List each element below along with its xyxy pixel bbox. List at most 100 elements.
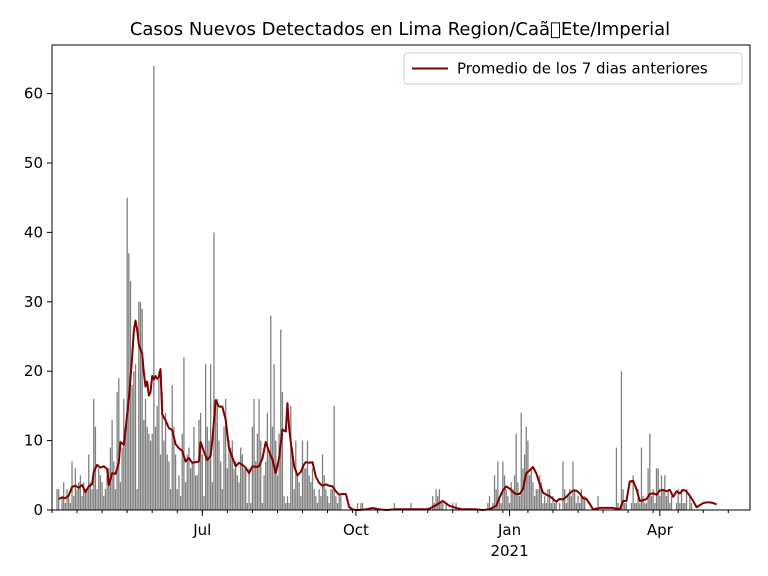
case-bar — [261, 503, 264, 510]
legend-box — [403, 52, 743, 85]
case-bar — [230, 447, 232, 510]
case-bar — [520, 412, 522, 510]
case-bar — [121, 447, 123, 510]
case-bar — [151, 433, 153, 510]
case-bar — [336, 503, 339, 510]
y-tick-label: 0 — [33, 501, 43, 519]
case-bar — [488, 496, 491, 510]
case-bar — [582, 496, 584, 510]
case-bar — [241, 454, 244, 510]
case-bar — [84, 489, 87, 510]
case-bar — [78, 482, 80, 510]
case-bar — [256, 433, 259, 510]
case-bar — [328, 503, 330, 510]
case-bar — [298, 482, 300, 510]
case-bar — [273, 364, 275, 510]
average-line — [58, 319, 717, 511]
case-bar — [156, 405, 158, 510]
case-bar — [233, 468, 235, 510]
case-bar — [171, 385, 173, 510]
case-bar — [565, 503, 567, 510]
case-bar — [101, 482, 103, 510]
case-bar — [525, 426, 527, 510]
case-bar — [677, 489, 679, 510]
case-bar — [675, 503, 678, 510]
y-tick-label: 60 — [24, 85, 43, 103]
case-bar — [625, 503, 628, 510]
case-bar — [199, 412, 202, 510]
case-bar — [91, 489, 93, 510]
case-bar — [305, 468, 307, 510]
case-bar — [266, 412, 269, 510]
case-bar — [131, 385, 133, 510]
case-bar — [303, 468, 305, 510]
case-bar — [667, 489, 669, 510]
case-bar — [645, 503, 648, 510]
case-bar — [206, 426, 208, 510]
case-bar — [231, 440, 233, 510]
case-bar — [129, 280, 132, 510]
case-bar — [340, 496, 342, 510]
case-bar — [240, 447, 242, 510]
case-bar — [624, 503, 626, 510]
case-bar — [497, 461, 499, 510]
case-bar — [223, 426, 225, 510]
case-bar — [111, 419, 113, 510]
case-bar — [225, 398, 227, 510]
case-bar — [116, 392, 118, 510]
x-tick-label: Oct — [343, 521, 369, 539]
case-bar — [318, 489, 320, 510]
case-bar — [99, 475, 102, 510]
y-tick-label: 20 — [24, 362, 43, 380]
case-bar — [214, 398, 217, 510]
case-bar — [203, 496, 205, 510]
case-bar — [548, 489, 551, 510]
case-bar — [650, 496, 653, 510]
case-bar — [487, 503, 489, 510]
chart-title: Casos Nuevos Detectados en Lima Region/C… — [130, 19, 670, 40]
case-bar — [640, 447, 643, 510]
case-bar — [495, 489, 497, 510]
y-tick-label: 30 — [24, 293, 43, 311]
case-bar — [139, 301, 142, 510]
case-bar — [508, 503, 511, 510]
case-bar — [63, 482, 65, 510]
case-bar — [271, 426, 274, 510]
case-bar — [106, 475, 108, 510]
x-tick-label: Jul — [192, 521, 211, 539]
case-bar — [208, 440, 210, 510]
case-bar — [316, 503, 319, 510]
case-bar — [503, 475, 506, 510]
case-bar — [517, 482, 519, 510]
case-bar — [527, 440, 529, 510]
case-bar — [61, 496, 63, 510]
case-bar — [133, 371, 135, 510]
case-bar — [74, 468, 77, 510]
case-bar — [286, 496, 289, 510]
case-bar — [161, 392, 163, 510]
case-bar — [662, 489, 664, 510]
case-bar — [570, 496, 572, 510]
case-bar — [644, 503, 646, 510]
case-bar — [295, 440, 297, 510]
case-bar — [183, 357, 185, 510]
case-bar — [83, 482, 85, 510]
case-bar — [455, 503, 457, 510]
case-bar — [290, 405, 292, 510]
case-bar — [505, 489, 507, 510]
case-bar — [330, 489, 332, 510]
case-bar — [308, 475, 310, 510]
case-bar — [293, 489, 295, 510]
x-tick-label: Apr — [647, 521, 674, 539]
case-bar — [211, 482, 213, 510]
case-bar — [188, 447, 190, 510]
case-bar — [141, 308, 143, 510]
case-bar — [248, 468, 250, 510]
case-bar — [306, 440, 309, 510]
case-bar — [103, 496, 105, 510]
case-bar — [243, 468, 245, 510]
case-bar — [221, 489, 223, 510]
case-bar — [169, 489, 172, 510]
case-bar — [338, 496, 340, 510]
case-bar — [432, 496, 434, 510]
